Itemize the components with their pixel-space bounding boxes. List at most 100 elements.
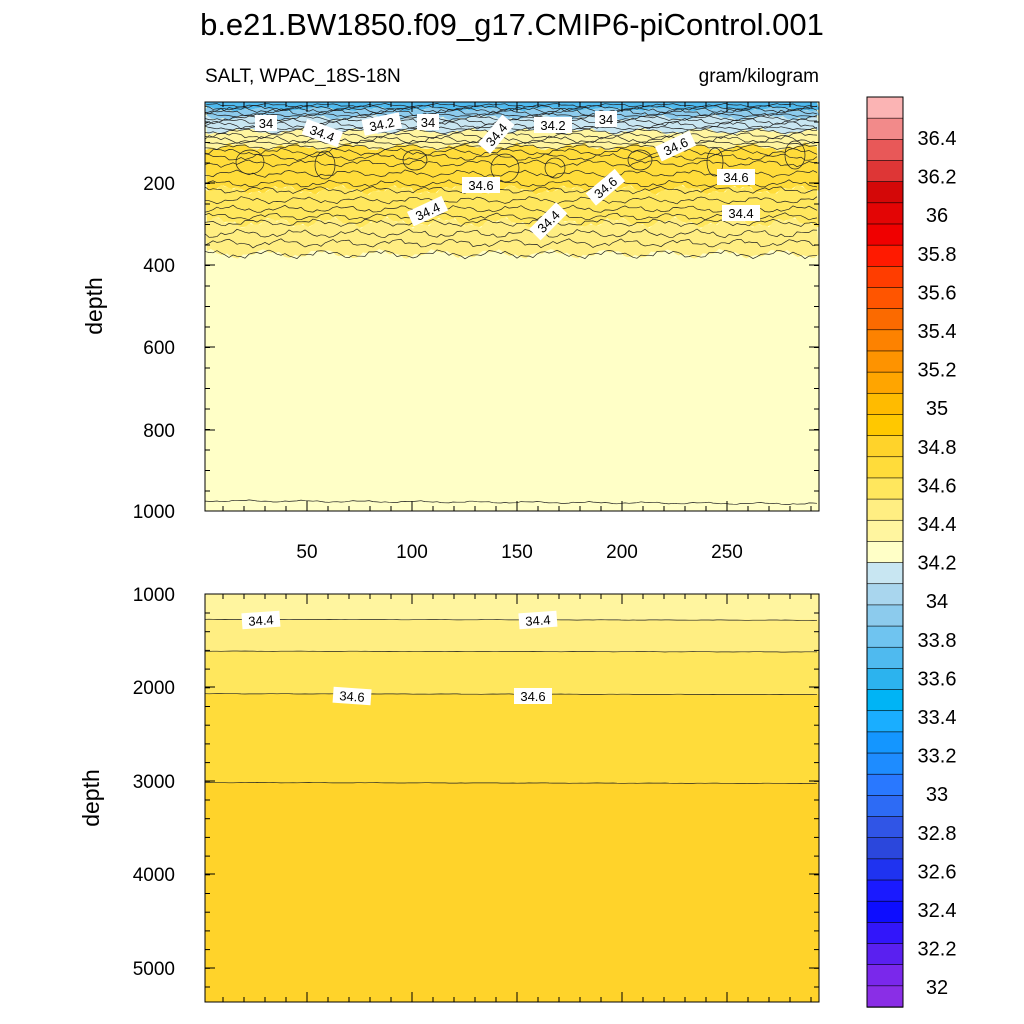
colorbar-box [866,583,904,606]
x-tick-label: 50 [296,542,317,563]
colorbar-box [866,308,904,331]
colorbar-label: 34.6 [918,475,957,497]
colorbar-box [866,689,904,712]
eddy-contour [784,140,806,170]
eddy-contour [706,147,724,177]
colorbar-box [866,392,904,416]
salinity-band [205,693,819,783]
contour-label: 34.6 [332,686,372,706]
x-tick-label: 200 [606,542,638,563]
contour-line [205,135,818,145]
y-tick-label: 1000 [133,585,175,606]
y-tick-label: 600 [143,338,175,359]
colorbar-box [866,160,904,183]
colorbar-label: 35 [926,398,948,420]
colorbar-box [866,879,904,902]
colorbar-label: 35.2 [918,360,957,382]
deep-contour-labels: 34.4 34.4 34.6 34.6 [241,610,558,706]
contour-label: 34.2 [361,112,403,136]
colorbar-box [866,350,904,373]
contour-label: 34.6 [717,169,755,185]
colorbar-box [866,223,904,246]
colorbar-box [866,668,904,691]
eddy-contour [490,153,520,183]
contour-label: 34.4 [518,610,558,630]
colorbar-box [866,900,904,924]
contour-label: 34.6 [514,688,552,704]
units-string: gram/kilogram [699,66,819,87]
svg-text:34.4: 34.4 [728,206,753,221]
salinity-band [205,249,819,511]
colorbar-box [866,710,904,733]
colorbar-label: 32.2 [918,939,957,961]
contour-line [205,618,818,621]
colorbar-box [866,773,904,797]
colorbar-box [866,562,904,585]
salinity-band [205,651,819,694]
colorbar-label: 33.8 [918,630,957,652]
eddy-contour [627,149,653,171]
contour-line [205,782,818,784]
svg-text:34.6: 34.6 [468,178,493,193]
salinity-band [205,107,819,121]
y-tick-label: 1000 [133,502,175,523]
colorbar-box [866,837,904,860]
colorbar-label: 34.4 [918,514,957,536]
colorbar-box [866,646,904,670]
colorbar-box [866,477,904,500]
colorbar-label: 36 [926,205,948,227]
colorbar-label: 32.8 [918,823,957,845]
colorbar-box [866,181,904,204]
contour-line [205,238,818,249]
colorbar-label: 35.4 [918,321,957,343]
colorbar-box [866,731,904,754]
contour-line [205,147,818,157]
deep-contour-lines [205,618,818,784]
contour-line [205,693,818,696]
upper-axis-ticks: 50 100 150 200 250 200 400 600 800 1000 [133,102,819,563]
colorbar-label: 32.4 [918,900,957,922]
contour-line [205,140,818,145]
svg-text:34.2: 34.2 [368,115,396,135]
svg-text:34: 34 [599,112,613,127]
colorbar-box [866,139,904,162]
contour-line [205,650,818,653]
contour-label: 34.4 [722,205,760,221]
colorbar-label: 32.6 [918,861,957,883]
upper-salinity-field [205,102,819,511]
contour-line [205,204,818,213]
deep-y-axis-label: depth [78,769,104,827]
contour-line [205,249,818,260]
contour-line [205,212,818,221]
contour-line [205,499,818,505]
svg-text:34.4: 34.4 [248,612,274,629]
colorbar-box [866,96,904,119]
colorbar: 36.4 36.2 36 35.8 35.6 35.4 35.2 35 34.8 34.6 34.4… [866,96,957,1008]
colorbar-box [866,371,904,394]
colorbar-box [866,858,904,881]
colorbar-box [866,117,904,141]
deep-salinity-field [205,594,819,1002]
left-string: SALT, WPAC_18S-18N [205,66,401,87]
colorbar-box [866,541,904,564]
svg-text:34: 34 [421,115,435,130]
contour-label: 34 [417,114,439,130]
y-tick-label: 5000 [133,959,175,980]
colorbar-box [866,964,904,987]
colorbar-box [866,498,904,521]
colorbar-box [866,435,904,458]
colorbar-label: 35.8 [918,244,957,266]
contour-line [205,159,818,168]
contour-line [205,113,818,118]
eddy-contour [235,149,265,175]
x-tick-label: 100 [396,542,428,563]
colorbar-label: 34 [926,591,948,613]
y-tick-label: 4000 [133,865,175,886]
colorbar-box [866,625,904,648]
deep-axis-ticks: 1000 2000 3000 4000 5000 [133,585,819,1002]
deep-plot-frame [204,593,820,1003]
contour-line [205,228,818,238]
y-tick-label: 2000 [133,678,175,699]
